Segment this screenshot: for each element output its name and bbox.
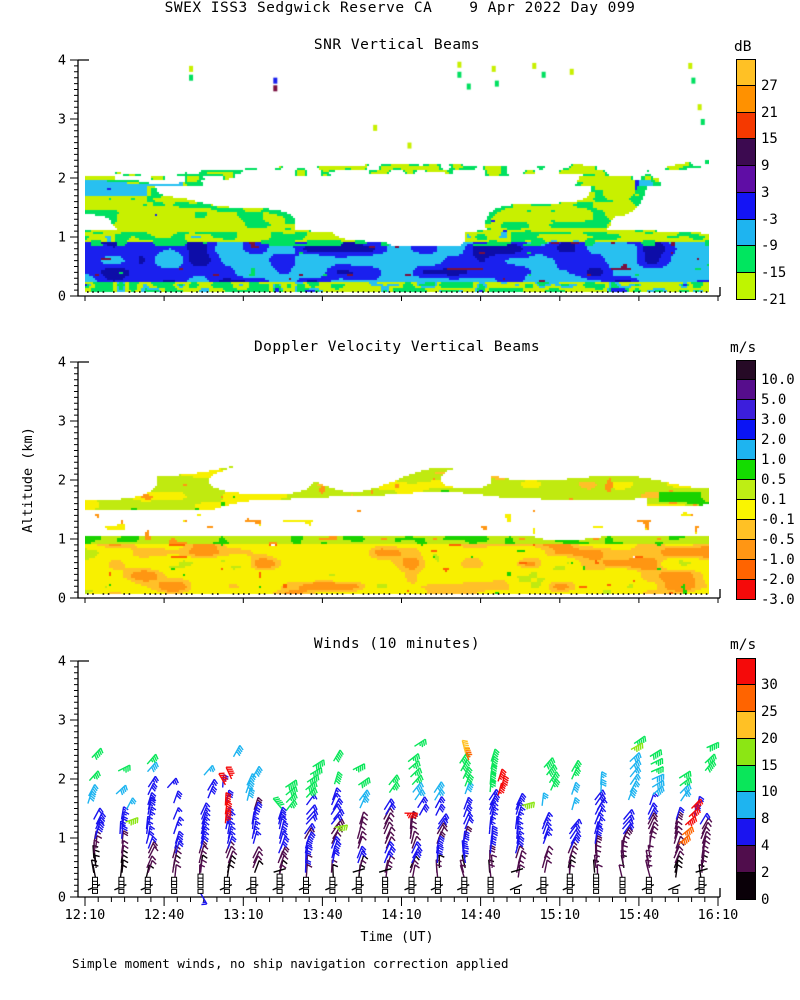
colorbar-label: 8 bbox=[761, 811, 770, 828]
axis-ticks bbox=[70, 361, 719, 603]
colorbar-label: 27 bbox=[761, 77, 778, 94]
y-tick-label: 2 bbox=[58, 772, 66, 788]
axis-frame bbox=[77, 59, 721, 297]
y-tick-label: 0 bbox=[58, 289, 66, 305]
x-tick-label: 13:10 bbox=[223, 907, 264, 923]
wind-barbs bbox=[90, 844, 709, 878]
colorbar-winds: 30 25 20 15 10 8 4 2 0 bbox=[736, 658, 778, 908]
y-tick-label: 0 bbox=[58, 591, 66, 607]
page-title: SWEX ISS3 Sedgwick Reserve CA 9 Apr 2022… bbox=[164, 0, 636, 16]
x-axis-label: Time (UT) bbox=[360, 929, 434, 945]
colorbar-label: -3 bbox=[761, 211, 778, 228]
ground-marker-squares bbox=[92, 873, 705, 894]
wind-barbs bbox=[125, 742, 644, 832]
colorbar-segment bbox=[736, 872, 756, 900]
colorbar-label: 25 bbox=[761, 703, 778, 720]
colorbar-label: -2.0 bbox=[761, 572, 795, 588]
colorbar-title-doppler: m/s bbox=[730, 340, 757, 356]
colorbar-label: 30 bbox=[761, 676, 778, 693]
y-tick-label: 3 bbox=[58, 112, 66, 128]
colorbar-segment bbox=[736, 272, 756, 300]
colorbar-label: -9 bbox=[761, 238, 778, 255]
wind-barbs bbox=[461, 739, 471, 754]
colorbar-label: 3 bbox=[761, 184, 770, 201]
wind-barbs bbox=[88, 735, 720, 811]
x-tick-label: 15:10 bbox=[539, 907, 580, 923]
doppler-heatmap bbox=[85, 362, 709, 598]
x-tick-label: 12:40 bbox=[144, 907, 185, 923]
colorbar-label: 15 bbox=[761, 757, 778, 774]
footer-note: Simple moment winds, no ship navigation … bbox=[72, 956, 509, 971]
y-tick-label: 1 bbox=[58, 831, 66, 847]
colorbar-label: 1.0 bbox=[761, 452, 787, 468]
wind-barbs bbox=[87, 744, 692, 811]
x-tick-label: 14:40 bbox=[460, 907, 501, 923]
colorbar-label: 0.1 bbox=[761, 492, 787, 508]
panel-title-winds: Winds (10 minutes) bbox=[313, 636, 481, 652]
colorbar-title-snr: dB bbox=[734, 39, 752, 55]
colorbar-label: 4 bbox=[761, 838, 770, 855]
colorbar-snr: 27 21 15 9 3 -3 -9 -15 -21 bbox=[736, 59, 786, 308]
colorbar-doppler: 10.0 5.0 3.0 2.0 1.0 0.5 0.1 -0.1 -0.5 -1.0 -2.0 -3… bbox=[736, 360, 795, 608]
y-tick-label: 1 bbox=[58, 230, 66, 246]
x-tick-label: 15:40 bbox=[619, 907, 660, 923]
colorbar-label: 3.0 bbox=[761, 412, 787, 428]
y-tick-label: 2 bbox=[58, 171, 66, 187]
colorbar-label: 2.0 bbox=[761, 432, 787, 448]
colorbar-label: 0 bbox=[761, 892, 770, 908]
y-tick-label: 3 bbox=[58, 713, 66, 729]
colorbar-label: -0.1 bbox=[761, 512, 795, 528]
y-tick-label: 3 bbox=[58, 414, 66, 430]
y-tick-label: 1 bbox=[58, 532, 66, 548]
colorbar-label: 20 bbox=[761, 730, 778, 747]
colorbar-label: 2 bbox=[761, 865, 770, 882]
wind-barbs bbox=[93, 796, 713, 878]
colorbar-label: 21 bbox=[761, 104, 778, 121]
panel-title-snr: SNR Vertical Beams bbox=[313, 37, 481, 53]
colorbar-label: -3.0 bbox=[761, 592, 795, 608]
colorbar-label: -1.0 bbox=[761, 552, 795, 568]
x-tick-label: 14:10 bbox=[381, 907, 422, 923]
axis-ticks bbox=[70, 59, 719, 301]
colorbar-title-winds: m/s bbox=[730, 637, 757, 653]
wind-barbs bbox=[93, 773, 711, 906]
y-tick-label: 0 bbox=[58, 890, 66, 906]
colorbar-label: 5.0 bbox=[761, 392, 787, 408]
y-tick-label: 4 bbox=[58, 53, 66, 69]
colorbar-label: -0.5 bbox=[761, 532, 795, 548]
colorbar-label: 10 bbox=[761, 784, 778, 801]
colorbar-label: 0.5 bbox=[761, 472, 787, 488]
colorbar-label: -21 bbox=[761, 292, 787, 308]
snr-heatmap bbox=[85, 60, 709, 296]
colorbar-label: 10.0 bbox=[761, 372, 795, 388]
x-tick-label: 12:10 bbox=[65, 907, 106, 923]
wind-barbs bbox=[87, 868, 708, 891]
x-tick-label: 13:40 bbox=[302, 907, 343, 923]
x-tick-label: 16:10 bbox=[698, 907, 739, 923]
colorbar-label: -15 bbox=[761, 265, 787, 282]
panel-title-doppler: Doppler Velocity Vertical Beams bbox=[253, 339, 541, 355]
colorbar-segment bbox=[736, 579, 756, 600]
y-tick-label: 4 bbox=[58, 355, 66, 371]
axis-frame bbox=[77, 361, 721, 599]
wind-barbs bbox=[218, 766, 704, 827]
colorbar-label: 9 bbox=[761, 158, 770, 175]
y-tick-label: 4 bbox=[58, 654, 66, 670]
y-tick-label: 2 bbox=[58, 473, 66, 489]
colorbar-label: 15 bbox=[761, 131, 778, 148]
